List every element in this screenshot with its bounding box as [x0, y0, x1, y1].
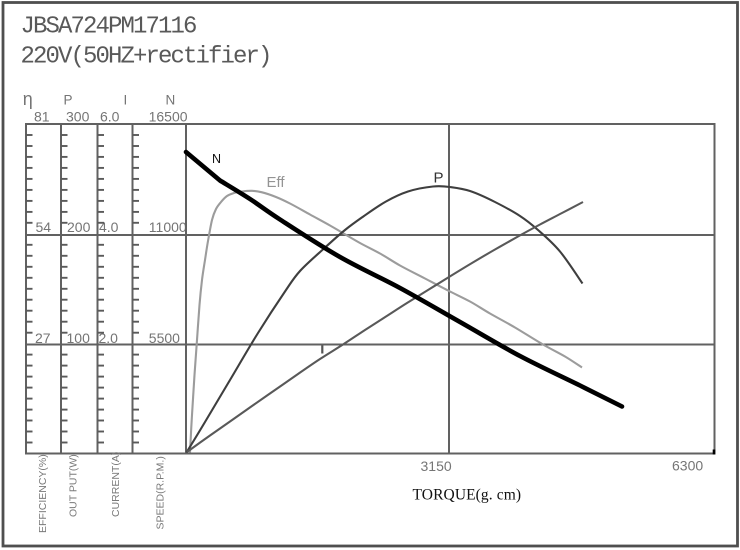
svg-text:2.0: 2.0 — [99, 330, 119, 346]
svg-text:300: 300 — [66, 109, 90, 125]
svg-text:TORQUE(g. cm): TORQUE(g. cm) — [413, 487, 522, 504]
svg-text:6.0: 6.0 — [100, 109, 120, 125]
svg-text:16500: 16500 — [149, 109, 188, 125]
svg-text:N: N — [166, 93, 176, 108]
svg-text:4.0: 4.0 — [99, 219, 119, 235]
svg-text:100: 100 — [67, 330, 91, 346]
svg-text:3150: 3150 — [421, 458, 452, 474]
svg-text:EFFICIENCY(%): EFFICIENCY(%) — [37, 454, 49, 533]
svg-text:I: I — [124, 93, 128, 108]
svg-text:5500: 5500 — [149, 330, 180, 346]
svg-text:27: 27 — [35, 330, 51, 346]
svg-text:JBSA724PM17116: JBSA724PM17116 — [21, 13, 197, 40]
svg-text:54: 54 — [36, 219, 52, 235]
svg-text:P: P — [434, 169, 444, 186]
svg-text:OUT PUT(W): OUT PUT(W) — [68, 454, 80, 517]
svg-text:P: P — [64, 93, 73, 108]
svg-text:CURRENT(A): CURRENT(A) — [110, 452, 122, 517]
svg-text:6300: 6300 — [672, 458, 703, 474]
svg-text:11000: 11000 — [149, 219, 187, 235]
svg-text:200: 200 — [67, 219, 91, 235]
svg-text:N: N — [212, 152, 221, 166]
svg-text:SPEED(R.P.M.): SPEED(R.P.M.) — [155, 456, 167, 529]
svg-text:Eff: Eff — [267, 174, 286, 191]
svg-text:η: η — [23, 89, 33, 109]
svg-text:220V(50HZ+rectifier): 220V(50HZ+rectifier) — [21, 43, 271, 70]
svg-text:81: 81 — [34, 109, 50, 125]
